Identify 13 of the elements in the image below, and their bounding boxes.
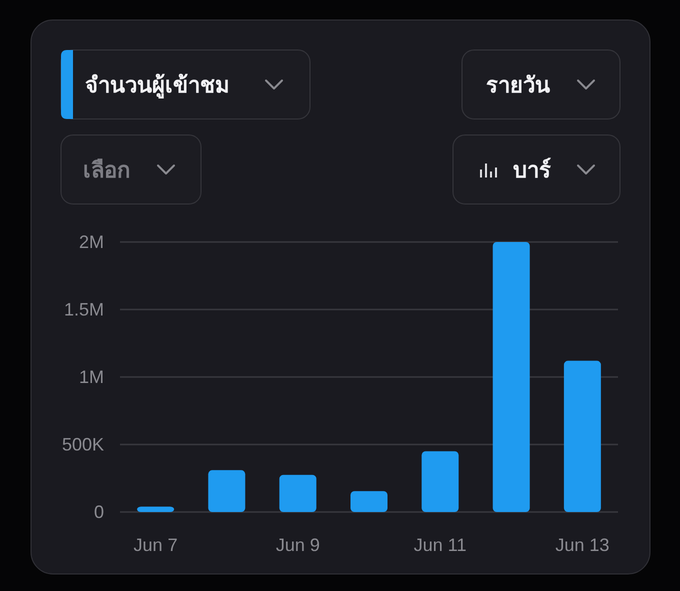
annotation: รายวัน: [486, 72, 550, 98]
annotation: บาร์: [513, 158, 551, 182]
xtick: Jun 7: [134, 535, 178, 555]
xtick: Jun 11: [414, 535, 466, 555]
ytick: 1M: [78, 367, 104, 387]
title: จำนวนผู้เข้าชม: [85, 72, 230, 98]
annotation: เลือก: [83, 158, 130, 182]
ytick: 500K: [62, 434, 104, 454]
ytick: 0: [94, 502, 104, 522]
ytick: 1.5M: [64, 300, 104, 320]
xtick: Jun 13: [555, 535, 610, 555]
xtick: Jun 9: [276, 535, 320, 555]
ytick: 2M: [78, 232, 104, 252]
